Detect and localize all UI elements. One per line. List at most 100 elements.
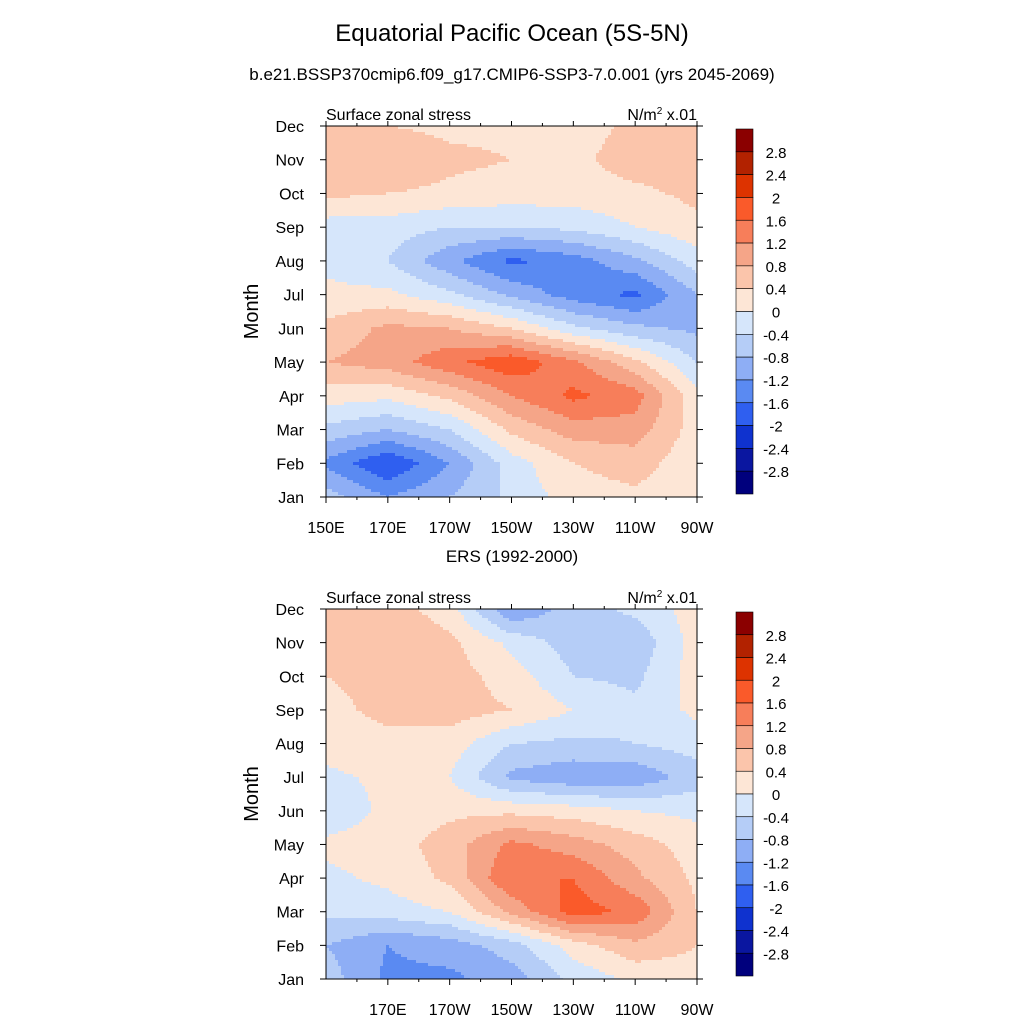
contour-cell <box>521 180 525 184</box>
contour-cell <box>434 132 438 136</box>
contour-cell <box>635 201 639 205</box>
contour-cell <box>440 219 444 223</box>
contour-cell <box>401 168 405 172</box>
contour-cell <box>548 240 552 244</box>
contour-cell <box>383 204 387 208</box>
contour-cell <box>413 153 417 157</box>
contour-cell <box>359 246 363 250</box>
contour-cell <box>401 171 405 175</box>
contour-cell <box>440 126 444 130</box>
contour-cell <box>665 234 669 238</box>
contour-cell <box>695 195 698 199</box>
contour-cell <box>353 183 357 187</box>
contour-cell <box>491 177 495 181</box>
contour-cell <box>578 201 582 205</box>
contour-cell <box>614 180 618 184</box>
contour-cell <box>449 180 453 184</box>
contour-cell <box>410 234 414 238</box>
contour-cell <box>584 216 588 220</box>
contour-cell <box>464 213 468 217</box>
contour-cell <box>485 222 489 226</box>
contour-cell <box>425 138 429 142</box>
contour-cell <box>473 228 477 232</box>
contour-cell <box>536 132 540 136</box>
contour-cell <box>491 195 495 199</box>
contour-cell <box>425 135 429 139</box>
contour-cell <box>557 231 561 235</box>
contour-cell <box>446 201 450 205</box>
contour-cell <box>401 201 405 205</box>
contour-cell <box>443 183 447 187</box>
contour-cell <box>686 165 690 169</box>
contour-cell <box>344 192 348 196</box>
contour-cell <box>341 207 345 211</box>
contour-cell <box>431 198 435 202</box>
contour-cell <box>632 216 636 220</box>
contour-cell <box>611 234 615 238</box>
contour-cell <box>431 147 435 151</box>
contour-cell <box>674 174 678 178</box>
contour-cell <box>347 171 351 175</box>
contour-cell <box>350 126 354 130</box>
contour-cell <box>533 168 537 172</box>
contour-cell <box>335 222 339 226</box>
contour-cell <box>533 210 537 214</box>
contour-cell <box>599 156 603 160</box>
contour-cell <box>668 132 672 136</box>
contour-cell <box>509 198 513 202</box>
contour-cell <box>638 234 642 238</box>
contour-cell <box>341 198 345 202</box>
contour-cell <box>494 225 498 229</box>
contour-cell <box>440 168 444 172</box>
contour-cell <box>494 231 498 235</box>
contour-cell <box>470 195 474 199</box>
contour-cell <box>617 240 621 244</box>
contour-cell <box>386 183 390 187</box>
contour-cell <box>602 198 606 202</box>
contour-cell <box>596 207 600 211</box>
contour-cell <box>368 177 372 181</box>
contour-cell <box>560 204 564 208</box>
contour-cell <box>410 207 414 211</box>
contour-cell <box>662 171 666 175</box>
contour-cell <box>497 126 501 130</box>
contour-cell <box>476 159 480 163</box>
contour-cell <box>428 231 432 235</box>
contour-cell <box>632 132 636 136</box>
contour-cell <box>548 195 552 199</box>
contour-cell <box>536 207 540 211</box>
contour-cell <box>365 240 369 244</box>
contour-cell <box>680 132 684 136</box>
contour-cell <box>512 144 516 148</box>
contour-cell <box>335 138 339 142</box>
contour-cell <box>629 174 633 178</box>
contour-cell <box>620 141 624 145</box>
contour-cell <box>365 228 369 232</box>
contour-cell <box>374 231 378 235</box>
contour-cell <box>566 162 570 166</box>
contour-cell <box>458 132 462 136</box>
contour-cell <box>449 132 453 136</box>
contour-cell <box>407 192 411 196</box>
contour-cell <box>623 231 627 235</box>
contour-cell <box>458 147 462 151</box>
contour-cell <box>566 201 570 205</box>
contour-cell <box>350 144 354 148</box>
contour-cell <box>377 198 381 202</box>
contour-cell <box>686 237 690 241</box>
contour-cell <box>485 168 489 172</box>
contour-cell <box>452 171 456 175</box>
contour-cell <box>356 144 360 148</box>
contour-cell <box>584 186 588 190</box>
contour-cell <box>671 228 675 232</box>
contour-cell <box>470 162 474 166</box>
contour-cell <box>347 219 351 223</box>
contour-cell <box>644 243 648 247</box>
contour-cell <box>506 129 510 133</box>
contour-cell <box>344 216 348 220</box>
contour-cell <box>389 189 393 193</box>
contour-cell <box>461 186 465 190</box>
contour-cell <box>662 198 666 202</box>
contour-cell <box>605 180 609 184</box>
contour-cell <box>449 243 453 247</box>
